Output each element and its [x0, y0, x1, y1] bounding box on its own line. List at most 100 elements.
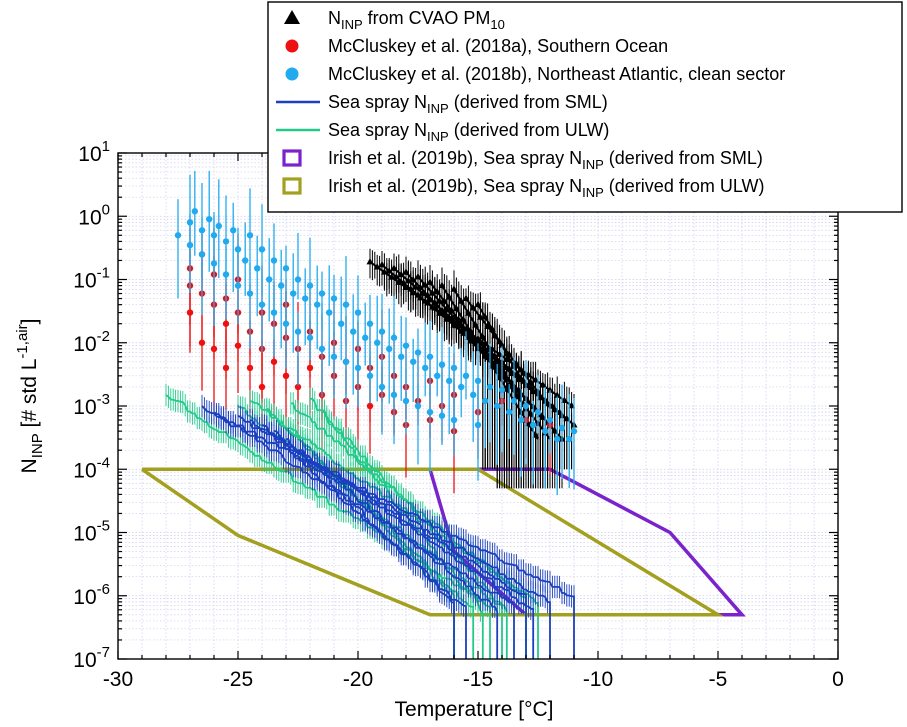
legend-item-sml: Sea spray NINP (derived from SML)	[276, 92, 608, 116]
y-title-sub: INP	[29, 433, 46, 458]
legend-label-part: (derived from SML)	[604, 148, 763, 168]
data-point	[326, 309, 333, 316]
legend-label: NINP from CVAO PM10	[328, 8, 505, 32]
data-point	[210, 260, 218, 267]
data-point	[342, 358, 350, 365]
data-point	[462, 372, 470, 380]
data-point	[282, 265, 290, 272]
y-tick-label: 10-2	[73, 328, 110, 356]
y-tick-base: 10	[78, 143, 101, 166]
legend-label-part: INP	[341, 17, 363, 32]
sea-spray-curve	[290, 402, 527, 659]
data-point	[254, 265, 261, 272]
legend-label: McCluskey et al. (2018a), Southern Ocean	[328, 36, 668, 56]
data-point	[414, 402, 422, 410]
data-point	[354, 309, 362, 316]
legend-label-part: 10	[490, 17, 504, 32]
y-tick-exponent: -3	[97, 391, 110, 408]
data-point	[422, 364, 429, 372]
data-point	[270, 358, 278, 365]
y-tick-base: 10	[73, 270, 96, 293]
y-tick-exponent: 0	[102, 201, 110, 218]
data-point	[402, 397, 410, 405]
data-point	[282, 320, 290, 327]
data-point	[222, 271, 230, 278]
legend-label-part: (derived from ULW)	[449, 120, 610, 140]
y-tick-exponent: 1	[102, 138, 110, 155]
legend-label-part: McCluskey et al. (2018b), Northeast Atla…	[328, 64, 785, 84]
data-point	[302, 295, 309, 302]
data-point	[215, 222, 222, 230]
legend-label-part: INP	[427, 129, 449, 144]
data-point	[234, 342, 242, 349]
data-point	[522, 402, 530, 410]
data-point	[278, 282, 285, 289]
y-tick-base: 10	[73, 523, 96, 546]
series-layer	[165, 170, 578, 659]
data-point	[198, 251, 206, 258]
data-point	[306, 364, 314, 372]
y-title-unit: [# std L	[18, 359, 41, 434]
y-tick-label: 10-3	[73, 391, 110, 419]
y-tick-label: 10-6	[73, 581, 110, 609]
data-point	[222, 364, 230, 372]
legend-circle-icon	[285, 39, 299, 53]
data-point	[258, 383, 266, 391]
legend-label-part: INP	[427, 101, 449, 116]
data-point	[174, 232, 182, 239]
data-point	[266, 276, 273, 283]
legend-label-part: Sea spray N	[328, 92, 427, 112]
x-tick-label: -30	[103, 668, 133, 691]
legend-item-ulw: Sea spray NINP (derived from ULW)	[276, 120, 609, 144]
cvao-marker	[438, 281, 446, 289]
data-point	[306, 282, 314, 289]
y-tick-exponent: -5	[97, 518, 110, 535]
data-point	[374, 339, 381, 346]
data-point	[330, 295, 338, 302]
data-point	[438, 361, 446, 368]
legend-label: Sea spray NINP (derived from ULW)	[328, 120, 609, 144]
data-point	[498, 386, 506, 394]
data-point	[402, 342, 410, 349]
legend-label-part: N	[328, 8, 341, 28]
data-point	[386, 345, 393, 353]
y-axis-title: NINP [# std L-1,air]	[14, 319, 46, 474]
data-point	[410, 358, 417, 365]
legend-label-part: from CVAO PM	[363, 8, 491, 28]
data-point	[242, 257, 249, 264]
legend-square-icon	[282, 149, 302, 167]
y-tick-base: 10	[73, 459, 96, 482]
data-point	[246, 290, 254, 297]
data-point	[510, 397, 518, 405]
data-point	[198, 339, 206, 346]
data-point	[474, 377, 482, 385]
legend-item-irish-ulw: Irish et al. (2019b), Sea spray NINP (de…	[282, 176, 765, 200]
data-point	[342, 301, 350, 308]
data-point	[294, 328, 302, 335]
legend-square-icon	[282, 177, 302, 195]
data-point	[390, 334, 398, 341]
data-point	[426, 408, 434, 416]
y-title-n: N	[18, 458, 41, 473]
data-point	[246, 364, 254, 372]
data-point	[494, 402, 501, 410]
y-tick-base: 10	[73, 396, 96, 419]
data-point	[414, 349, 422, 356]
data-point	[222, 238, 230, 245]
legend-label-part: McCluskey et al. (2018a), Southern Ocean	[328, 36, 668, 56]
data-point	[210, 345, 218, 353]
y-tick-exponent: -1	[97, 265, 110, 282]
data-point	[338, 320, 345, 327]
data-point	[350, 328, 357, 335]
data-point	[546, 416, 554, 424]
sea-spray-series-6	[201, 394, 575, 659]
cvao-curve	[477, 304, 527, 388]
data-point	[191, 208, 198, 215]
legend-label-part: (derived from SML)	[449, 92, 608, 112]
y-tick-label: 10-1	[73, 265, 110, 293]
y-tick-label: 10-7	[73, 644, 110, 672]
data-point	[290, 290, 297, 297]
data-point	[294, 276, 302, 283]
data-point	[230, 227, 237, 234]
